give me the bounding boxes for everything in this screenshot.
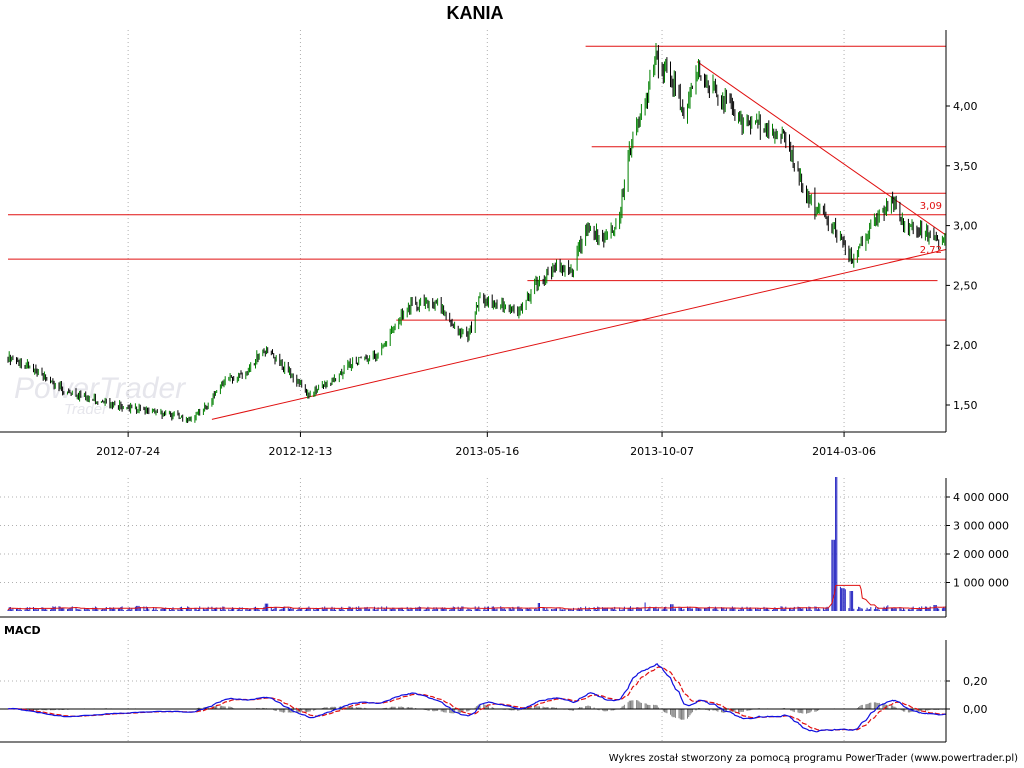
date-tick-label: 2013-05-16 bbox=[455, 445, 519, 458]
trend-line bbox=[696, 61, 947, 236]
level-label: 2,72 bbox=[920, 245, 942, 256]
price-grid bbox=[127, 30, 845, 432]
price-y-ticks: 1,50 2,00 2,50 3,00 3,50 4,00 bbox=[946, 100, 978, 412]
price-y-tick-label: 2,50 bbox=[953, 279, 978, 292]
volume-axes bbox=[0, 478, 947, 618]
price-y-tick-label: 2,00 bbox=[953, 339, 978, 352]
price-y-tick-label: 3,00 bbox=[953, 220, 978, 233]
level-label: 3,09 bbox=[920, 201, 942, 212]
macd-label: MACD bbox=[4, 624, 41, 637]
price-candles bbox=[7, 43, 947, 423]
trend-lines bbox=[211, 61, 947, 420]
volume-y-tick-label: 2 000 000 bbox=[953, 548, 1009, 561]
support-resistance-lines bbox=[8, 45, 946, 321]
footer-credit: Wykres został stworzony za pomocą progra… bbox=[609, 753, 1018, 764]
volume-y-tick-label: 4 000 000 bbox=[953, 491, 1009, 504]
volume-average bbox=[7, 584, 947, 611]
date-tick-label: 2012-07-24 bbox=[96, 445, 160, 458]
level-annotations: 3,09 2,72 bbox=[920, 201, 942, 256]
macd-y-tick-label: 0,20 bbox=[963, 675, 988, 688]
macd-y-ticks: 0,00 0,20 bbox=[946, 675, 988, 716]
price-y-tick-label: 3,50 bbox=[953, 160, 978, 173]
date-tick-label: 2013-10-07 bbox=[630, 445, 694, 458]
volume-y-ticks: 1 000 000 2 000 000 3 000 000 4 000 000 bbox=[946, 491, 1009, 590]
chart-title: KANIA bbox=[447, 3, 504, 23]
macd-y-tick-label: 0,00 bbox=[963, 703, 988, 716]
price-axes bbox=[0, 30, 947, 433]
macd-lines bbox=[0, 663, 947, 733]
volume-average-line bbox=[7, 584, 947, 611]
price-y-tick-label: 4,00 bbox=[953, 100, 978, 113]
date-tick-label: 2012-12-13 bbox=[268, 445, 332, 458]
macd-axes bbox=[0, 640, 947, 743]
watermark-sub: Trader bbox=[64, 401, 108, 418]
date-x-ticks: 2012-07-24 2012-12-13 2013-05-16 2013-10-07… bbox=[96, 432, 876, 458]
price-y-tick-label: 1,50 bbox=[953, 399, 978, 412]
watermark-logo: PowerTrader Trader bbox=[14, 372, 186, 418]
macd-line bbox=[7, 663, 947, 733]
date-tick-label: 2014-03-06 bbox=[812, 445, 876, 458]
trend-line bbox=[211, 249, 947, 420]
watermark-main: PowerTrader bbox=[14, 372, 186, 405]
volume-y-tick-label: 3 000 000 bbox=[953, 520, 1009, 533]
volume-y-tick-label: 1 000 000 bbox=[953, 577, 1009, 590]
